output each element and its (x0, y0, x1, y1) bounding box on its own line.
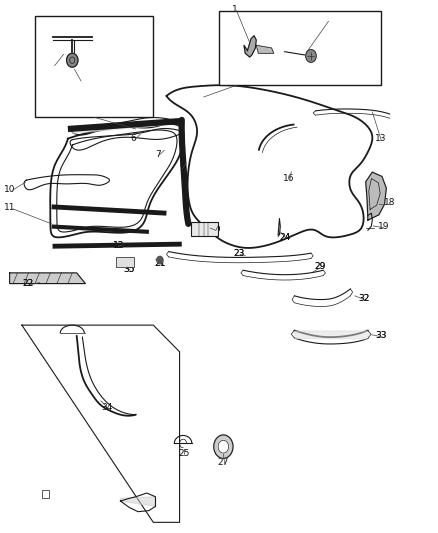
Text: 33: 33 (375, 332, 387, 340)
Text: 9: 9 (179, 164, 185, 172)
Text: 24: 24 (279, 233, 290, 241)
Text: 16: 16 (283, 174, 295, 183)
Bar (219, 11, 381, 85)
Text: 21: 21 (154, 260, 166, 268)
Circle shape (157, 256, 163, 264)
Text: 12: 12 (113, 241, 124, 249)
Text: 32: 32 (358, 294, 369, 303)
Text: 20: 20 (209, 225, 220, 233)
Circle shape (218, 440, 229, 453)
Text: 21: 21 (154, 260, 166, 268)
Text: 35: 35 (124, 265, 135, 273)
Polygon shape (72, 122, 171, 133)
Circle shape (306, 50, 316, 62)
Text: 19: 19 (378, 222, 389, 231)
Text: 29: 29 (314, 262, 325, 271)
Text: 23: 23 (233, 249, 244, 257)
Text: 6: 6 (131, 134, 137, 143)
Text: 3: 3 (43, 60, 49, 68)
Text: 35: 35 (124, 265, 135, 273)
Polygon shape (244, 36, 256, 57)
Polygon shape (256, 45, 274, 53)
Text: 27: 27 (218, 458, 229, 467)
Polygon shape (366, 172, 386, 220)
Bar (35, 16, 153, 117)
Bar (116, 257, 134, 267)
Text: 24: 24 (279, 233, 290, 241)
Circle shape (67, 53, 78, 67)
Text: 22: 22 (23, 279, 34, 288)
Bar (42, 490, 49, 498)
Text: 29: 29 (314, 262, 325, 271)
Text: 10: 10 (4, 185, 15, 193)
Text: 25: 25 (178, 449, 190, 457)
Text: 2: 2 (324, 15, 329, 24)
Circle shape (214, 435, 233, 458)
Text: 34: 34 (102, 403, 113, 412)
Text: 4: 4 (70, 78, 75, 87)
Polygon shape (120, 497, 155, 506)
Bar (191, 222, 218, 236)
Text: 23: 23 (233, 249, 244, 257)
Text: 12: 12 (113, 241, 124, 249)
Polygon shape (10, 273, 85, 284)
Text: 32: 32 (358, 294, 369, 303)
Text: 18: 18 (384, 198, 396, 207)
Polygon shape (22, 325, 180, 522)
Text: 11: 11 (4, 204, 15, 212)
Text: 20: 20 (209, 225, 220, 233)
Text: 22: 22 (23, 279, 34, 288)
Text: 1: 1 (231, 5, 237, 13)
Text: 13: 13 (375, 134, 387, 143)
Text: 7: 7 (155, 150, 161, 159)
Text: 33: 33 (375, 332, 387, 340)
